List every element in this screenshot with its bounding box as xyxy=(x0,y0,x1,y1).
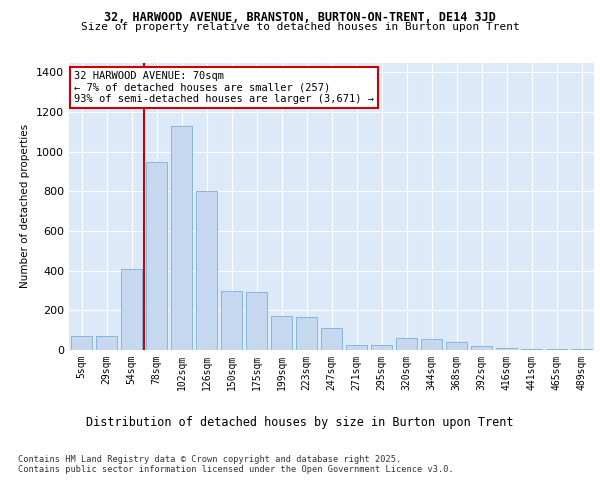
Text: Size of property relative to detached houses in Burton upon Trent: Size of property relative to detached ho… xyxy=(80,22,520,32)
Y-axis label: Number of detached properties: Number of detached properties xyxy=(20,124,31,288)
Bar xyxy=(271,316,292,350)
Bar xyxy=(96,336,117,350)
Bar xyxy=(321,328,342,350)
Text: Contains public sector information licensed under the Open Government Licence v3: Contains public sector information licen… xyxy=(18,466,454,474)
Bar xyxy=(296,318,317,350)
Bar xyxy=(146,162,167,350)
Bar xyxy=(371,345,392,350)
Bar xyxy=(471,346,492,350)
Bar xyxy=(571,349,592,350)
Bar xyxy=(246,292,267,350)
Bar xyxy=(121,268,142,350)
Text: 32, HARWOOD AVENUE, BRANSTON, BURTON-ON-TRENT, DE14 3JD: 32, HARWOOD AVENUE, BRANSTON, BURTON-ON-… xyxy=(104,11,496,24)
Text: Contains HM Land Registry data © Crown copyright and database right 2025.: Contains HM Land Registry data © Crown c… xyxy=(18,456,401,464)
Bar xyxy=(71,336,92,350)
Text: 32 HARWOOD AVENUE: 70sqm
← 7% of detached houses are smaller (257)
93% of semi-d: 32 HARWOOD AVENUE: 70sqm ← 7% of detache… xyxy=(74,71,374,104)
Bar xyxy=(496,348,517,350)
Text: Distribution of detached houses by size in Burton upon Trent: Distribution of detached houses by size … xyxy=(86,416,514,429)
Bar xyxy=(196,192,217,350)
Bar xyxy=(421,339,442,350)
Bar xyxy=(171,126,192,350)
Bar xyxy=(546,349,567,350)
Bar xyxy=(346,345,367,350)
Bar xyxy=(396,338,417,350)
Bar xyxy=(521,348,542,350)
Bar xyxy=(446,342,467,350)
Bar xyxy=(221,290,242,350)
